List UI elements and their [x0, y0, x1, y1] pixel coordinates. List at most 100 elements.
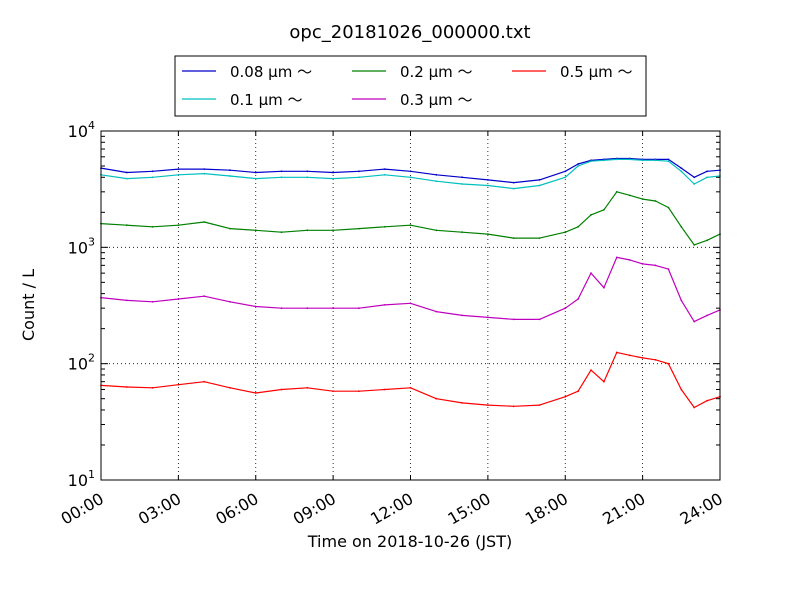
data-point	[358, 176, 360, 179]
data-point	[435, 310, 438, 313]
data-point	[254, 305, 257, 308]
data-point	[628, 354, 631, 357]
data-point	[254, 171, 257, 174]
y-axis-label: Count / L	[19, 269, 38, 341]
data-point	[461, 402, 463, 404]
series-layer	[100, 157, 721, 409]
y-axis: 101 102 103 104	[68, 119, 720, 490]
data-point	[358, 227, 360, 230]
data-point	[383, 304, 386, 306]
data-point	[654, 200, 657, 202]
data-point	[358, 307, 360, 310]
data-point	[125, 386, 128, 388]
data-point	[706, 170, 708, 173]
data-point	[487, 179, 489, 181]
data-point	[254, 392, 257, 394]
data-point	[628, 158, 631, 161]
data-point	[564, 170, 567, 173]
data-point	[641, 159, 644, 162]
data-point	[693, 183, 696, 185]
data-point	[603, 380, 605, 383]
data-point	[229, 300, 231, 303]
y-tick-label: 103	[68, 235, 95, 257]
legend-label: 0.08 μm ～	[230, 63, 312, 81]
data-point	[409, 302, 412, 305]
data-point	[177, 224, 180, 227]
data-point	[628, 259, 631, 261]
data-point	[280, 170, 283, 173]
data-point	[229, 169, 231, 172]
data-point	[512, 237, 515, 240]
data-point	[667, 158, 670, 161]
data-point	[487, 404, 489, 406]
data-point	[409, 386, 412, 389]
data-point	[332, 390, 334, 393]
legend-box	[174, 55, 647, 117]
data-point	[615, 351, 618, 354]
data-point	[332, 177, 334, 180]
data-point	[358, 170, 360, 173]
data-point	[306, 307, 309, 310]
data-point	[577, 163, 579, 165]
data-point	[383, 173, 386, 176]
data-point	[203, 295, 206, 298]
data-point	[577, 165, 579, 167]
data-point	[603, 208, 605, 211]
data-point	[680, 225, 683, 228]
data-point	[538, 237, 541, 240]
data-point	[203, 380, 206, 383]
data-point	[177, 173, 180, 176]
legend-label: 0.1 μm ～	[230, 91, 303, 109]
data-point	[487, 184, 489, 187]
data-point	[538, 318, 541, 321]
y-tick-label: 102	[68, 352, 95, 374]
data-point	[383, 388, 386, 391]
legend-label: 0.3 μm ～	[400, 91, 473, 109]
data-point	[654, 358, 657, 361]
data-point	[435, 229, 438, 232]
data-point	[706, 176, 708, 179]
data-point	[654, 264, 657, 267]
data-point	[590, 160, 592, 163]
data-point	[667, 362, 670, 365]
chart-title: opc_20181026_000000.txt	[289, 22, 530, 43]
data-point	[280, 307, 283, 310]
y-tick-label: 104	[68, 119, 95, 141]
data-point	[667, 160, 670, 163]
data-point	[487, 233, 489, 236]
data-point	[564, 307, 567, 310]
data-point	[177, 298, 180, 300]
data-point	[590, 272, 592, 274]
data-point	[693, 244, 696, 246]
data-point	[435, 397, 438, 400]
data-point	[203, 168, 206, 171]
y-tick-label: 101	[68, 468, 95, 490]
data-point	[615, 190, 618, 193]
data-point	[409, 224, 412, 227]
data-point	[693, 320, 696, 323]
data-point	[332, 229, 334, 232]
data-point	[512, 405, 515, 408]
data-point	[435, 180, 438, 183]
data-point	[409, 176, 412, 179]
data-point	[706, 399, 708, 402]
data-point	[229, 227, 231, 230]
data-point	[306, 170, 309, 173]
data-point	[177, 168, 180, 171]
data-point	[680, 170, 683, 173]
data-point	[151, 170, 154, 173]
data-point	[512, 318, 515, 321]
data-point	[680, 299, 683, 302]
data-point	[125, 224, 128, 227]
data-point	[306, 229, 309, 232]
data-point	[693, 406, 696, 409]
data-point	[280, 388, 283, 391]
data-point	[203, 172, 206, 175]
data-point	[590, 369, 592, 371]
data-point	[615, 256, 618, 259]
x-axis-label: Time on 2018-10-26 (JST)	[307, 532, 512, 551]
data-point	[641, 198, 644, 201]
data-point	[680, 388, 683, 391]
data-point	[628, 194, 631, 197]
data-point	[680, 167, 683, 170]
